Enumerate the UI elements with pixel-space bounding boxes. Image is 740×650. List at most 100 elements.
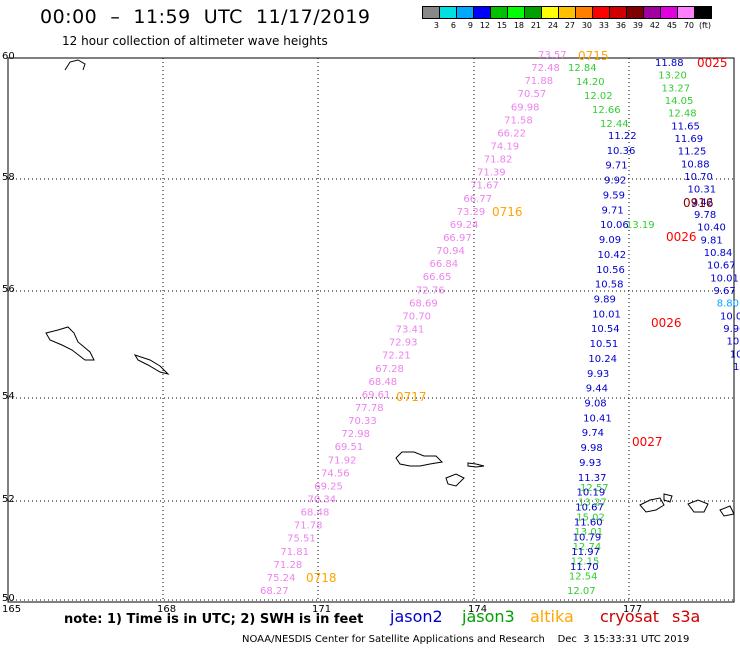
s3a-swh-value: 9.67 — [714, 286, 736, 297]
jason2-swh-value: 10.06 — [600, 220, 629, 231]
cryosat-swh-value: 67.28 — [375, 364, 404, 375]
s3a-pass-time: 0026 — [666, 230, 697, 244]
coastline-commander-island-bering — [45, 326, 95, 361]
jason2-swh-value: 10.79 — [573, 532, 602, 543]
jason3-swh-value: 12.44 — [600, 119, 629, 130]
s3a-swh-value: 10.01 — [710, 273, 739, 284]
jason2-swh-value: 10.24 — [588, 354, 617, 365]
cryosat-swh-value: 72.93 — [389, 338, 418, 349]
cryosat-swh-value: 75.51 — [287, 534, 316, 545]
coastline-kiska — [467, 462, 485, 468]
altimeter-tracks: 73.57 72.48 71.88 70.57 69.98 71.58 66.22 74.19… — [260, 50, 740, 597]
legend-cryosat: cryosat — [600, 607, 660, 626]
jason3-swh-value: 12.07 — [567, 586, 596, 597]
jason2-swh-value: 9.59 — [603, 190, 625, 201]
cryosat-swh-value: 77.78 — [355, 403, 384, 414]
coastline-amlia — [719, 505, 735, 517]
altika-pass-time: 0716 — [492, 205, 523, 219]
lat-tick-label: 60 — [2, 51, 15, 62]
pass-time-labels: 0715 0716 0717 0718 0025 0026 0026 0027 0916 — [306, 49, 728, 585]
cryosat-swh-value: 68.27 — [260, 586, 289, 597]
jason3-swh-value: 12.54 — [569, 571, 598, 582]
color-swatch — [694, 6, 712, 19]
color-swatch-label: 21 — [530, 21, 541, 30]
s3a-pass-time: 0025 — [697, 56, 728, 70]
jason3-swh-value: 12.74 — [573, 542, 602, 553]
s3a-swh-value: 10.31 — [688, 185, 717, 196]
coastline-adak — [639, 497, 665, 513]
cryosat-swh-value: 69.61 — [362, 390, 391, 401]
cryosat-swh-value: 73.41 — [396, 325, 425, 336]
cryosat-swh-value: 75.24 — [267, 573, 296, 584]
cryosat-swh-value: 70.94 — [436, 246, 465, 257]
jason2-swh-value: 11.70 — [570, 562, 599, 573]
cryosat-swh-value: 69.24 — [450, 220, 479, 231]
cryosat-swh-value: 70.34 — [307, 494, 336, 505]
cryosat-swh-value: 73.57 — [538, 50, 567, 61]
lat-tick-label: 58 — [2, 172, 15, 183]
color-swatch-label: 3 — [433, 21, 439, 30]
cryosat-swh-value: 72.98 — [341, 429, 370, 440]
color-swatch-label: 24 — [547, 21, 558, 30]
cryosat-swh-value: 66.65 — [423, 272, 452, 283]
jason2-swh-value: 11.60 — [574, 517, 603, 528]
coastline-atka — [687, 499, 709, 513]
s3a-swh-value: 10.88 — [681, 159, 710, 170]
jason2-swh-value: 9.93 — [579, 458, 601, 469]
s3a-swh-value: 12.48 — [668, 109, 697, 120]
color-swatch-label: 39 — [632, 21, 643, 30]
lon-tick-label: 171 — [312, 604, 331, 615]
cryosat-swh-value: 72.76 — [416, 285, 445, 296]
cryosat-swh-value: 66.84 — [430, 259, 459, 270]
color-swatch-label: 36 — [615, 21, 626, 30]
cryosat-swh-value: 72.21 — [382, 351, 411, 362]
lon-tick-label: 165 — [2, 604, 21, 615]
cryosat-swh-value: 66.22 — [497, 128, 526, 139]
cryosat-swh-value: 69.51 — [335, 442, 364, 453]
jason3-swh-value: 12.84 — [568, 63, 597, 74]
cryosat-swh-value: 71.81 — [280, 547, 309, 558]
altika-pass-time: 0718 — [306, 571, 337, 585]
coastline-amchitka — [445, 473, 465, 487]
cryosat-swh-value: 71.58 — [504, 115, 533, 126]
jason3-swh-value: 13.19 — [626, 220, 655, 231]
jason2-swh-value: 10.58 — [595, 280, 624, 291]
s3a-swh-value: 13.27 — [662, 83, 691, 94]
cryosat-swh-value: 66.97 — [443, 233, 472, 244]
cryosat-swh-value: 66.77 — [463, 194, 492, 205]
cryosat-swh-value: 71.82 — [484, 155, 513, 166]
legend-s3a: s3a — [672, 607, 701, 626]
jason2-swh-value: 10.56 — [596, 265, 625, 276]
altika-pass-time: 0717 — [396, 390, 427, 404]
cryosat-swh-value: 69.98 — [511, 102, 540, 113]
color-swatch-label: (ft) — [698, 21, 711, 30]
s3a-swh-value: 9.81 — [701, 235, 723, 246]
legend-jason3: jason3 — [462, 607, 515, 626]
cryosat-swh-value: 70.57 — [518, 89, 547, 100]
cryosat-swh-value: 68.48 — [368, 377, 397, 388]
jason3-swh-value: 13.01 — [574, 527, 603, 538]
jason2-swh-value: 9.89 — [594, 294, 616, 305]
s3a-pass-time: 0027 — [632, 435, 663, 449]
jason3-swh-value: 15.02 — [576, 512, 605, 523]
s3a-swh-value: 9.90 — [723, 324, 740, 335]
cryosat-swh-value: 70.33 — [348, 416, 377, 427]
color-swatch-label: 6 — [450, 21, 456, 30]
color-swatch-label: 42 — [649, 21, 660, 30]
jason2-swh-value: 10.41 — [583, 413, 612, 424]
jason3-swh-value: 12.02 — [584, 91, 613, 102]
s3a-swh-value: 10.40 — [697, 223, 726, 234]
s3a-swh-value: 1 — [733, 362, 739, 373]
coastline-kanaga — [663, 493, 673, 503]
color-swatch-label: 18 — [513, 21, 524, 30]
jason2-swh-value: 9.93 — [587, 369, 609, 380]
cryosat-swh-value: 71.88 — [524, 76, 553, 87]
cryosat-pass-time: 0916 — [683, 196, 714, 210]
s3a-swh-value: 8.80 — [717, 299, 739, 310]
lat-lon-grid — [7, 57, 734, 602]
color-swatch-label: 33 — [598, 21, 609, 30]
jason2-swh-value: 11.37 — [578, 473, 607, 484]
cryosat-swh-value: 74.56 — [321, 468, 350, 479]
credit-line: NOAA/NESDIS Center for Satellite Applica… — [242, 634, 690, 645]
color-swatch-label: 45 — [666, 21, 677, 30]
